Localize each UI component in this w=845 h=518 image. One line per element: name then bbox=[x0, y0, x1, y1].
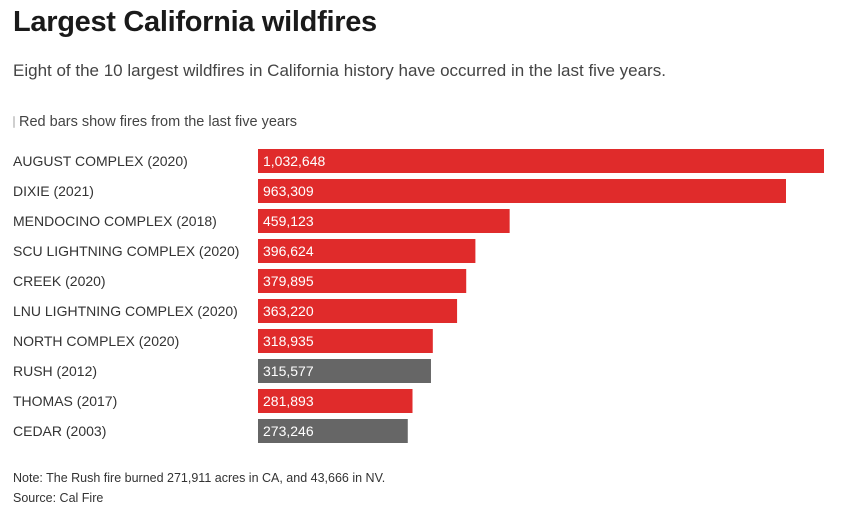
bar-mendocino-complex-2018 bbox=[258, 209, 510, 233]
category-label-creek-2020: CREEK (2020) bbox=[13, 273, 106, 289]
value-label-creek-2020: 379,895 bbox=[263, 273, 314, 289]
category-label-scu-lightning-complex-2020: SCU LIGHTNING COMPLEX (2020) bbox=[13, 243, 239, 259]
bar-lnu-lightning-complex-2020 bbox=[258, 299, 458, 323]
legend-swatch bbox=[13, 116, 15, 128]
bar-chart: AUGUST COMPLEX (2020) 1,032,648 DIXIE (202… bbox=[13, 149, 824, 443]
value-label-rush-2012: 315,577 bbox=[263, 363, 314, 379]
bar-thomas-2017 bbox=[258, 389, 413, 413]
bar-cedar-2003 bbox=[258, 419, 408, 443]
category-label-north-complex-2020: NORTH COMPLEX (2020) bbox=[13, 333, 179, 349]
category-label-august-complex-2020: AUGUST COMPLEX (2020) bbox=[13, 153, 188, 169]
bar-rush-2012 bbox=[258, 359, 431, 383]
category-label-mendocino-complex-2018: MENDOCINO COMPLEX (2018) bbox=[13, 213, 217, 229]
footnote: Note: The Rush fire burned 271,911 acres… bbox=[13, 471, 386, 485]
chart-title: Largest California wildfires bbox=[13, 6, 377, 38]
category-label-thomas-2017: THOMAS (2017) bbox=[13, 393, 117, 409]
value-label-scu-lightning-complex-2020: 396,624 bbox=[263, 243, 314, 259]
legend-label: Red bars show fires from the last five y… bbox=[19, 114, 298, 130]
value-label-thomas-2017: 281,893 bbox=[263, 393, 314, 409]
bar-dixie-2021 bbox=[258, 179, 786, 203]
chart-subtitle: Eight of the 10 largest wildfires in Cal… bbox=[13, 61, 666, 80]
category-label-cedar-2003: CEDAR (2003) bbox=[13, 423, 106, 439]
value-label-cedar-2003: 273,246 bbox=[263, 423, 314, 439]
value-label-august-complex-2020: 1,032,648 bbox=[263, 153, 325, 169]
category-label-lnu-lightning-complex-2020: LNU LIGHTNING COMPLEX (2020) bbox=[13, 303, 238, 319]
legend: Red bars show fires from the last five y… bbox=[13, 112, 297, 132]
value-label-north-complex-2020: 318,935 bbox=[263, 333, 314, 349]
category-label-rush-2012: RUSH (2012) bbox=[13, 363, 97, 379]
source-line: Source: Cal Fire bbox=[13, 491, 104, 505]
category-label-dixie-2021: DIXIE (2021) bbox=[13, 183, 94, 199]
value-label-dixie-2021: 963,309 bbox=[263, 183, 314, 199]
value-label-mendocino-complex-2018: 459,123 bbox=[263, 213, 314, 229]
value-label-lnu-lightning-complex-2020: 363,220 bbox=[263, 303, 314, 319]
bar-scu-lightning-complex-2020 bbox=[258, 239, 476, 263]
bar-creek-2020 bbox=[258, 269, 467, 293]
bar-august-complex-2020 bbox=[258, 149, 824, 173]
bar-north-complex-2020 bbox=[258, 329, 433, 353]
